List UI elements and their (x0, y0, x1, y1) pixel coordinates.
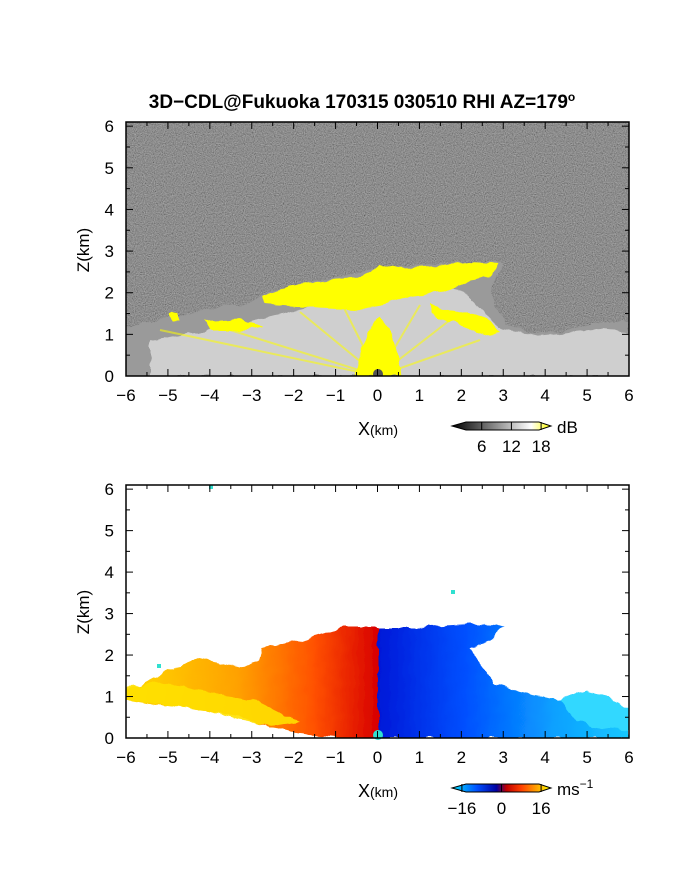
y-tick-label: 6 (105, 117, 114, 136)
x-tick-label: −2 (284, 748, 303, 767)
x-tick-label: 0 (373, 386, 382, 405)
intensity-echo-light (150, 280, 629, 376)
figure-title: 3D−CDL@Fukuoka 170315 030510 RHI AZ=179o (149, 90, 576, 113)
x-tick-label: −5 (158, 386, 177, 405)
x-tick-label: 2 (457, 386, 466, 405)
x-tick-label: 5 (582, 386, 591, 405)
y-tick-label: 0 (105, 367, 114, 386)
x-tick-label: −6 (116, 386, 135, 405)
intensity-colorbar: 6 12 18 dB (450, 418, 578, 456)
intensity-strong-echo-lower (430, 304, 500, 336)
intensity-axis-ticks: −6 −5 −4 −3 −2 −1 0 1 2 3 4 5 6 0 1 2 3 4 5 6 (105, 117, 634, 405)
y-tick-label: 4 (105, 200, 114, 219)
x-tick-label: 3 (499, 748, 508, 767)
velocity-negative-region (378, 624, 629, 738)
intensity-colorbar-unit: dB (557, 418, 578, 437)
intensity-colorbar-ticks: 6 12 18 (477, 422, 551, 456)
figure-title-text: 3D−CDL@Fukuoka 170315 030510 RHI AZ=179 (149, 92, 568, 113)
intensity-strong-echo-upper (262, 262, 498, 310)
x-tick-label: −5 (158, 748, 177, 767)
intensity-colorbar-bar (450, 421, 553, 431)
x-tick-label: 4 (540, 748, 549, 767)
x-tick-label: −3 (242, 748, 261, 767)
colorbar-tick-label: 16 (532, 799, 551, 818)
x-tick-label: 6 (624, 386, 633, 405)
figure-title-degree: o (568, 90, 575, 104)
velocity-outlier-pixel (209, 485, 213, 489)
x-tick-label: −3 (242, 386, 261, 405)
y-tick-label: 0 (105, 729, 114, 748)
intensity-strong-echo-base (355, 318, 402, 376)
velocity-negative-far-right (560, 690, 629, 730)
y-tick-label: 3 (105, 605, 114, 624)
colorbar-tick-label: 6 (477, 437, 486, 456)
intensity-x-axis-label: X(km) (358, 419, 398, 439)
x-tick-label: 5 (582, 748, 591, 767)
velocity-x-axis-label: X(km) (358, 781, 398, 801)
velocity-axis-ticks: −6 −5 −4 −3 −2 −1 0 1 2 3 4 5 6 0 1 2 3 4 5 6 (105, 480, 634, 767)
colorbar-tick-label: 12 (502, 437, 521, 456)
velocity-weak-left-streak (126, 682, 300, 726)
intensity-beam-rays (159, 299, 481, 376)
velocity-colorbar-ticks: −16 0 16 (447, 784, 551, 818)
y-tick-label: 3 (105, 242, 114, 261)
x-tick-label: −1 (326, 748, 345, 767)
x-tick-label: 6 (624, 748, 633, 767)
intensity-y-axis-label: Z(km) (74, 228, 93, 272)
velocity-colorbar-unit: ms−1 (557, 777, 594, 799)
velocity-colorbar: −16 0 16 ms−1 (447, 777, 593, 818)
velocity-outlier-pixel (451, 590, 455, 594)
y-tick-label: 5 (105, 159, 114, 178)
velocity-outlier-pixel (157, 664, 161, 668)
y-tick-label: 6 (105, 480, 114, 499)
x-tick-label: −4 (200, 748, 219, 767)
x-tick-label: −4 (200, 386, 219, 405)
y-tick-label: 4 (105, 563, 114, 582)
x-tick-label: −6 (116, 748, 135, 767)
y-tick-label: 1 (105, 688, 114, 707)
x-tick-label: 3 (499, 386, 508, 405)
y-tick-label: 1 (105, 325, 114, 344)
velocity-y-axis-label: Z(km) (74, 590, 93, 634)
y-tick-label: 2 (105, 284, 114, 303)
intensity-strong-echo-left (168, 312, 262, 330)
x-tick-label: 0 (373, 748, 382, 767)
colorbar-tick-label: 0 (497, 799, 506, 818)
y-tick-label: 2 (105, 646, 114, 665)
x-tick-label: −2 (284, 386, 303, 405)
x-tick-label: 2 (457, 748, 466, 767)
x-tick-label: 4 (540, 386, 549, 405)
velocity-positive-region (126, 627, 378, 738)
colorbar-tick-label: 18 (532, 437, 551, 456)
x-tick-label: −1 (326, 386, 345, 405)
velocity-panel: −6 −5 −4 −3 −2 −1 0 1 2 3 4 5 6 0 1 2 3 4 5 6 X(km) Z(km) −… (74, 480, 634, 818)
x-tick-label: 1 (415, 748, 424, 767)
colorbar-tick-label: −16 (447, 799, 476, 818)
x-tick-label: 1 (415, 386, 424, 405)
y-tick-label: 5 (105, 522, 114, 541)
